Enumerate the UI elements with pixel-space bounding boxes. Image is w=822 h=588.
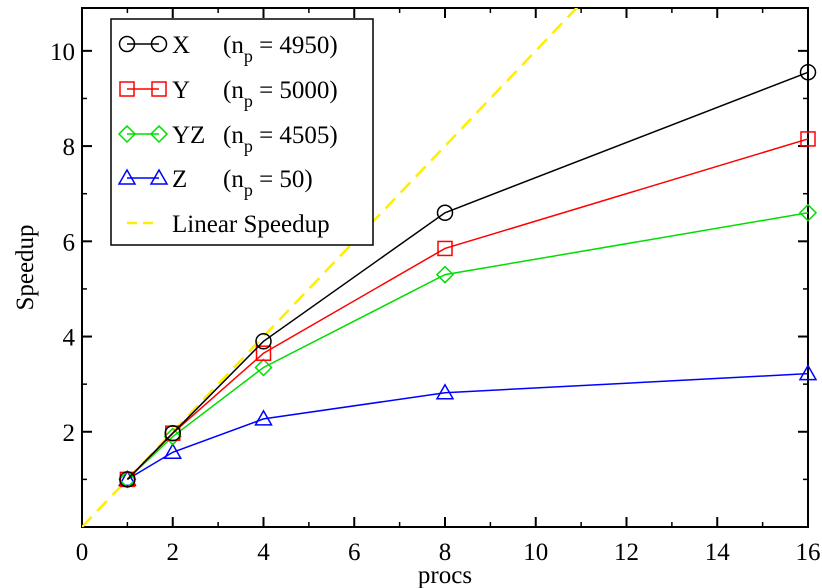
series-z-line [126, 372, 809, 481]
x-tick-label: 8 [439, 539, 452, 566]
x-tick-label: 16 [796, 539, 821, 566]
legend-z-name: Z [172, 166, 187, 193]
series-z-point [254, 409, 273, 426]
x-tick-label: 6 [348, 539, 361, 566]
x-tick-label: 4 [257, 539, 270, 566]
series-yz [118, 203, 818, 489]
legend-x-name: X [172, 32, 190, 59]
series-x-point [799, 64, 817, 81]
series-x [119, 64, 817, 488]
series-y-point [255, 345, 272, 361]
series-x-point [436, 204, 454, 221]
series-yz-point [254, 358, 273, 377]
legend-yz-marker [117, 124, 137, 144]
x-tick-label: 0 [76, 539, 89, 566]
legend-z-marker [149, 168, 169, 185]
legend-y-marker [119, 81, 135, 97]
y-tick-label: 10 [50, 39, 75, 66]
x-tick-label: 2 [167, 539, 180, 566]
y-tick-label: 2 [63, 420, 76, 447]
y-tick-label: 4 [63, 325, 76, 352]
series-y-point [800, 131, 816, 147]
series-z-point [435, 383, 455, 400]
legend-x-marker [150, 35, 168, 53]
y-tick-label: 8 [63, 134, 76, 161]
series-x-point [255, 333, 272, 350]
series-x-point [119, 471, 136, 488]
series-x-point [164, 424, 181, 442]
series-y-point [437, 240, 453, 257]
legend-linear-label: Linear Speedup [172, 211, 330, 238]
legend-y-marker [151, 81, 167, 97]
x-tick-label: 10 [523, 539, 548, 566]
y-tick-label: 6 [63, 229, 76, 256]
series-z [118, 364, 818, 487]
legend-yz-name: YZ [172, 122, 205, 149]
legend-y-name: Y [172, 77, 190, 104]
series-yz-point [435, 265, 455, 284]
series-yz-point [163, 427, 182, 446]
y-axis-label: Speedup [12, 224, 39, 310]
series-z-point [118, 469, 137, 487]
series-z-point [163, 442, 183, 459]
legend-box [110, 18, 374, 246]
legend-z-marker [117, 168, 137, 185]
legend-yz-marker [149, 124, 169, 144]
x-axis-label: procs [418, 562, 472, 588]
series-x-line [126, 71, 809, 480]
legend: X (np = 4950)Y (np = 5000)YZ (np = 4505)Z (n… [110, 18, 374, 246]
series-z-point [798, 364, 818, 381]
x-tick-label: 12 [614, 539, 639, 566]
series-yz-line [126, 212, 809, 480]
series-yz-point [798, 203, 818, 222]
legend-x-marker [118, 35, 136, 53]
x-tick-label: 14 [705, 539, 731, 566]
